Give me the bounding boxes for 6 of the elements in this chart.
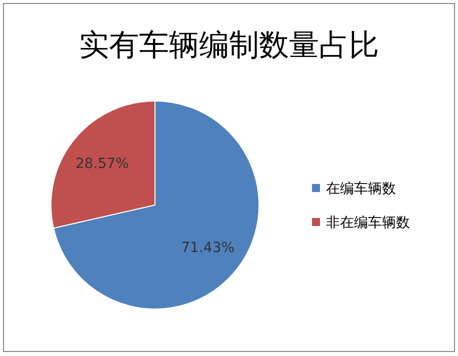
legend-label: 非在编车辆数 [326,215,410,231]
legend-label: 在编车辆数 [326,181,396,197]
pie-slice [53,100,260,310]
chart-title: 实有车辆编制数量占比 [79,28,379,63]
data-label: 28.57% [75,156,129,172]
data-label: 71.43% [181,240,235,256]
